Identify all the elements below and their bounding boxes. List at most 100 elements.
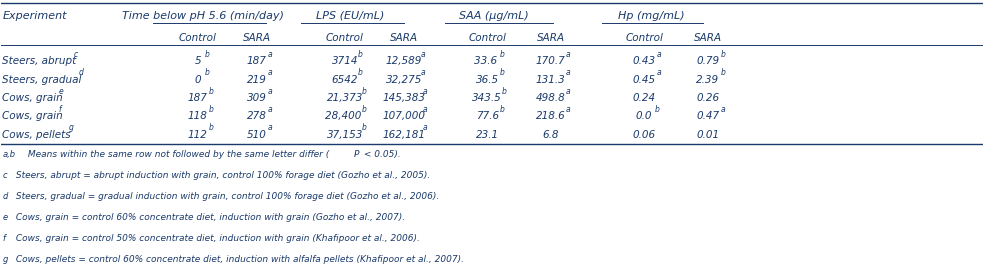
Text: a: a [422,86,427,96]
Text: 0.24: 0.24 [633,93,655,103]
Text: d: d [2,192,8,201]
Text: 2.39: 2.39 [697,75,719,85]
Text: 0: 0 [194,75,201,85]
Text: f: f [58,105,61,114]
Text: 218.6: 218.6 [536,111,566,121]
Text: 6.8: 6.8 [542,130,559,140]
Text: b: b [361,123,366,132]
Text: 3714: 3714 [332,56,358,66]
Text: 37,153: 37,153 [327,130,363,140]
Text: a: a [268,105,272,114]
Text: Steers, abrupt = abrupt induction with grain, control 100% forage diet (Gozho et: Steers, abrupt = abrupt induction with g… [13,171,430,180]
Text: 187: 187 [188,93,208,103]
Text: 145,383: 145,383 [382,93,425,103]
Text: 0.01: 0.01 [697,130,719,140]
Text: P: P [353,150,359,159]
Text: SARA: SARA [694,32,722,42]
Text: 36.5: 36.5 [475,75,499,85]
Text: b: b [209,86,214,96]
Text: Cows, grain: Cows, grain [2,111,63,121]
Text: 309: 309 [247,93,267,103]
Text: 12,589: 12,589 [386,56,422,66]
Text: f: f [2,234,5,243]
Text: 0.45: 0.45 [633,75,655,85]
Text: a: a [566,86,570,96]
Text: b: b [357,50,362,59]
Text: SARA: SARA [537,32,565,42]
Text: a: a [720,105,725,114]
Text: 131.3: 131.3 [536,75,566,85]
Text: a: a [566,50,570,59]
Text: a: a [422,123,427,132]
Text: Control: Control [326,32,364,42]
Text: a: a [566,68,570,77]
Text: b: b [209,105,214,114]
Text: 6542: 6542 [332,75,358,85]
Text: 0.26: 0.26 [697,93,719,103]
Text: 107,000: 107,000 [382,111,425,121]
Text: Experiment: Experiment [2,11,67,20]
Text: a: a [657,50,661,59]
Text: a: a [268,50,272,59]
Text: b: b [655,105,659,114]
Text: Control: Control [468,32,506,42]
Text: b: b [720,68,725,77]
Text: 0.79: 0.79 [697,56,719,66]
Text: 0.47: 0.47 [697,111,719,121]
Text: 32,275: 32,275 [386,75,422,85]
Text: a,b: a,b [2,150,16,159]
Text: c: c [2,171,7,180]
Text: 170.7: 170.7 [536,56,566,66]
Text: SARA: SARA [390,32,418,42]
Text: a: a [268,68,272,77]
Text: a: a [420,68,425,77]
Text: 77.6: 77.6 [475,111,499,121]
Text: Cows, grain: Cows, grain [2,93,63,103]
Text: c: c [74,50,78,59]
Text: 0.06: 0.06 [633,130,655,140]
Text: Steers, gradual: Steers, gradual [2,75,82,85]
Text: 33.6: 33.6 [474,56,500,66]
Text: Cows, pellets: Cows, pellets [2,130,71,140]
Text: 28,400: 28,400 [325,111,365,121]
Text: 23.1: 23.1 [475,130,499,140]
Text: b: b [500,68,505,77]
Text: d: d [79,68,84,77]
Text: b: b [361,105,366,114]
Text: b: b [500,105,505,114]
Text: b: b [500,50,505,59]
Text: 112: 112 [188,130,208,140]
Text: b: b [720,50,725,59]
Text: SARA: SARA [242,32,271,42]
Text: Hp (mg/mL): Hp (mg/mL) [618,11,684,20]
Text: 162,181: 162,181 [382,130,425,140]
Text: b: b [361,86,366,96]
Text: Cows, grain = control 60% concentrate diet, induction with grain (Gozho et al., : Cows, grain = control 60% concentrate di… [13,213,405,222]
Text: Control: Control [179,32,216,42]
Text: b: b [357,68,362,77]
Text: b: b [205,68,210,77]
Text: a: a [268,86,272,96]
Text: b: b [502,86,507,96]
Text: 5: 5 [194,56,201,66]
Text: Steers, gradual = gradual induction with grain, control 100% forage diet (Gozho : Steers, gradual = gradual induction with… [13,192,440,201]
Text: 0.43: 0.43 [633,56,655,66]
Text: SAA (μg/mL): SAA (μg/mL) [460,11,528,20]
Text: a: a [566,105,570,114]
Text: g: g [2,255,8,264]
Text: 278: 278 [247,111,267,121]
Text: g: g [69,123,74,132]
Text: e: e [58,86,63,96]
Text: b: b [209,123,214,132]
Text: Cows, pellets = control 60% concentrate diet, induction with alfalfa pellets (Kh: Cows, pellets = control 60% concentrate … [13,255,464,264]
Text: Time below pH 5.6 (min/day): Time below pH 5.6 (min/day) [122,11,283,20]
Text: 21,373: 21,373 [327,93,363,103]
Text: e: e [2,213,8,222]
Text: Steers, abrupt: Steers, abrupt [2,56,77,66]
Text: a: a [657,68,661,77]
Text: 118: 118 [188,111,208,121]
Text: < 0.05).: < 0.05). [360,150,400,159]
Text: a: a [268,123,272,132]
Text: 187: 187 [247,56,267,66]
Text: 0.0: 0.0 [636,111,652,121]
